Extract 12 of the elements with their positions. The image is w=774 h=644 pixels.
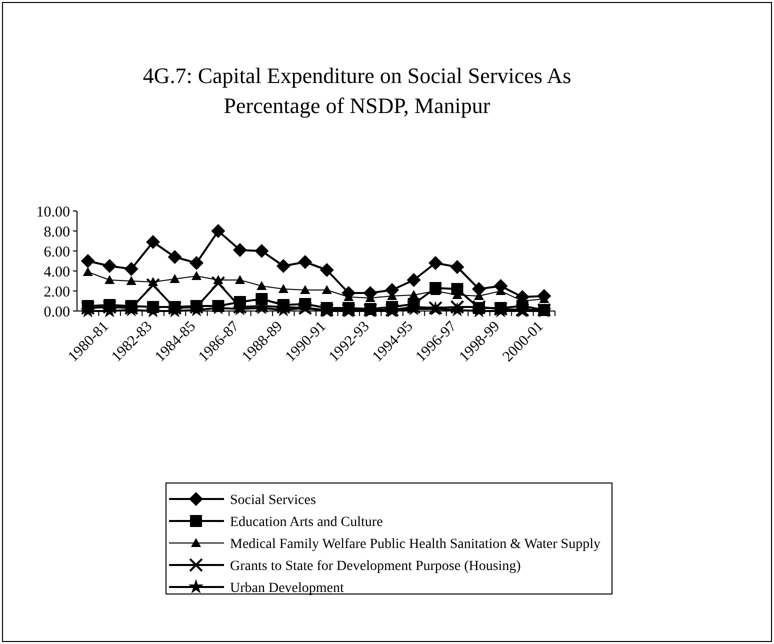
y-tick-label: 8.00 xyxy=(44,224,70,240)
chart-title: 4G.7: Capital Expenditure on Social Services As Percentage of NSDP, Manipur xyxy=(142,63,572,118)
legend-label: Social Services xyxy=(230,492,316,508)
y-tick-label: 6.00 xyxy=(44,244,70,260)
legend-label: Urban Development xyxy=(230,580,344,596)
y-tick-label: 4.00 xyxy=(44,264,70,280)
y-tick-label: 0.00 xyxy=(44,304,70,320)
legend-label: Grants to State for Development Purpose (Housing) xyxy=(230,558,522,574)
y-tick-label: 2.00 xyxy=(44,284,70,300)
legend-label: Education Arts and Culture xyxy=(230,514,383,530)
legend-label: Medical Family Welfare Public Health Sanitation & Water Supply xyxy=(230,536,600,552)
y-tick-label: 10.00 xyxy=(36,204,70,220)
